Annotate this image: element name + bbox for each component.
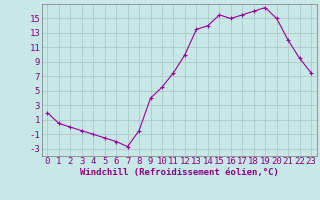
X-axis label: Windchill (Refroidissement éolien,°C): Windchill (Refroidissement éolien,°C) xyxy=(80,168,279,177)
